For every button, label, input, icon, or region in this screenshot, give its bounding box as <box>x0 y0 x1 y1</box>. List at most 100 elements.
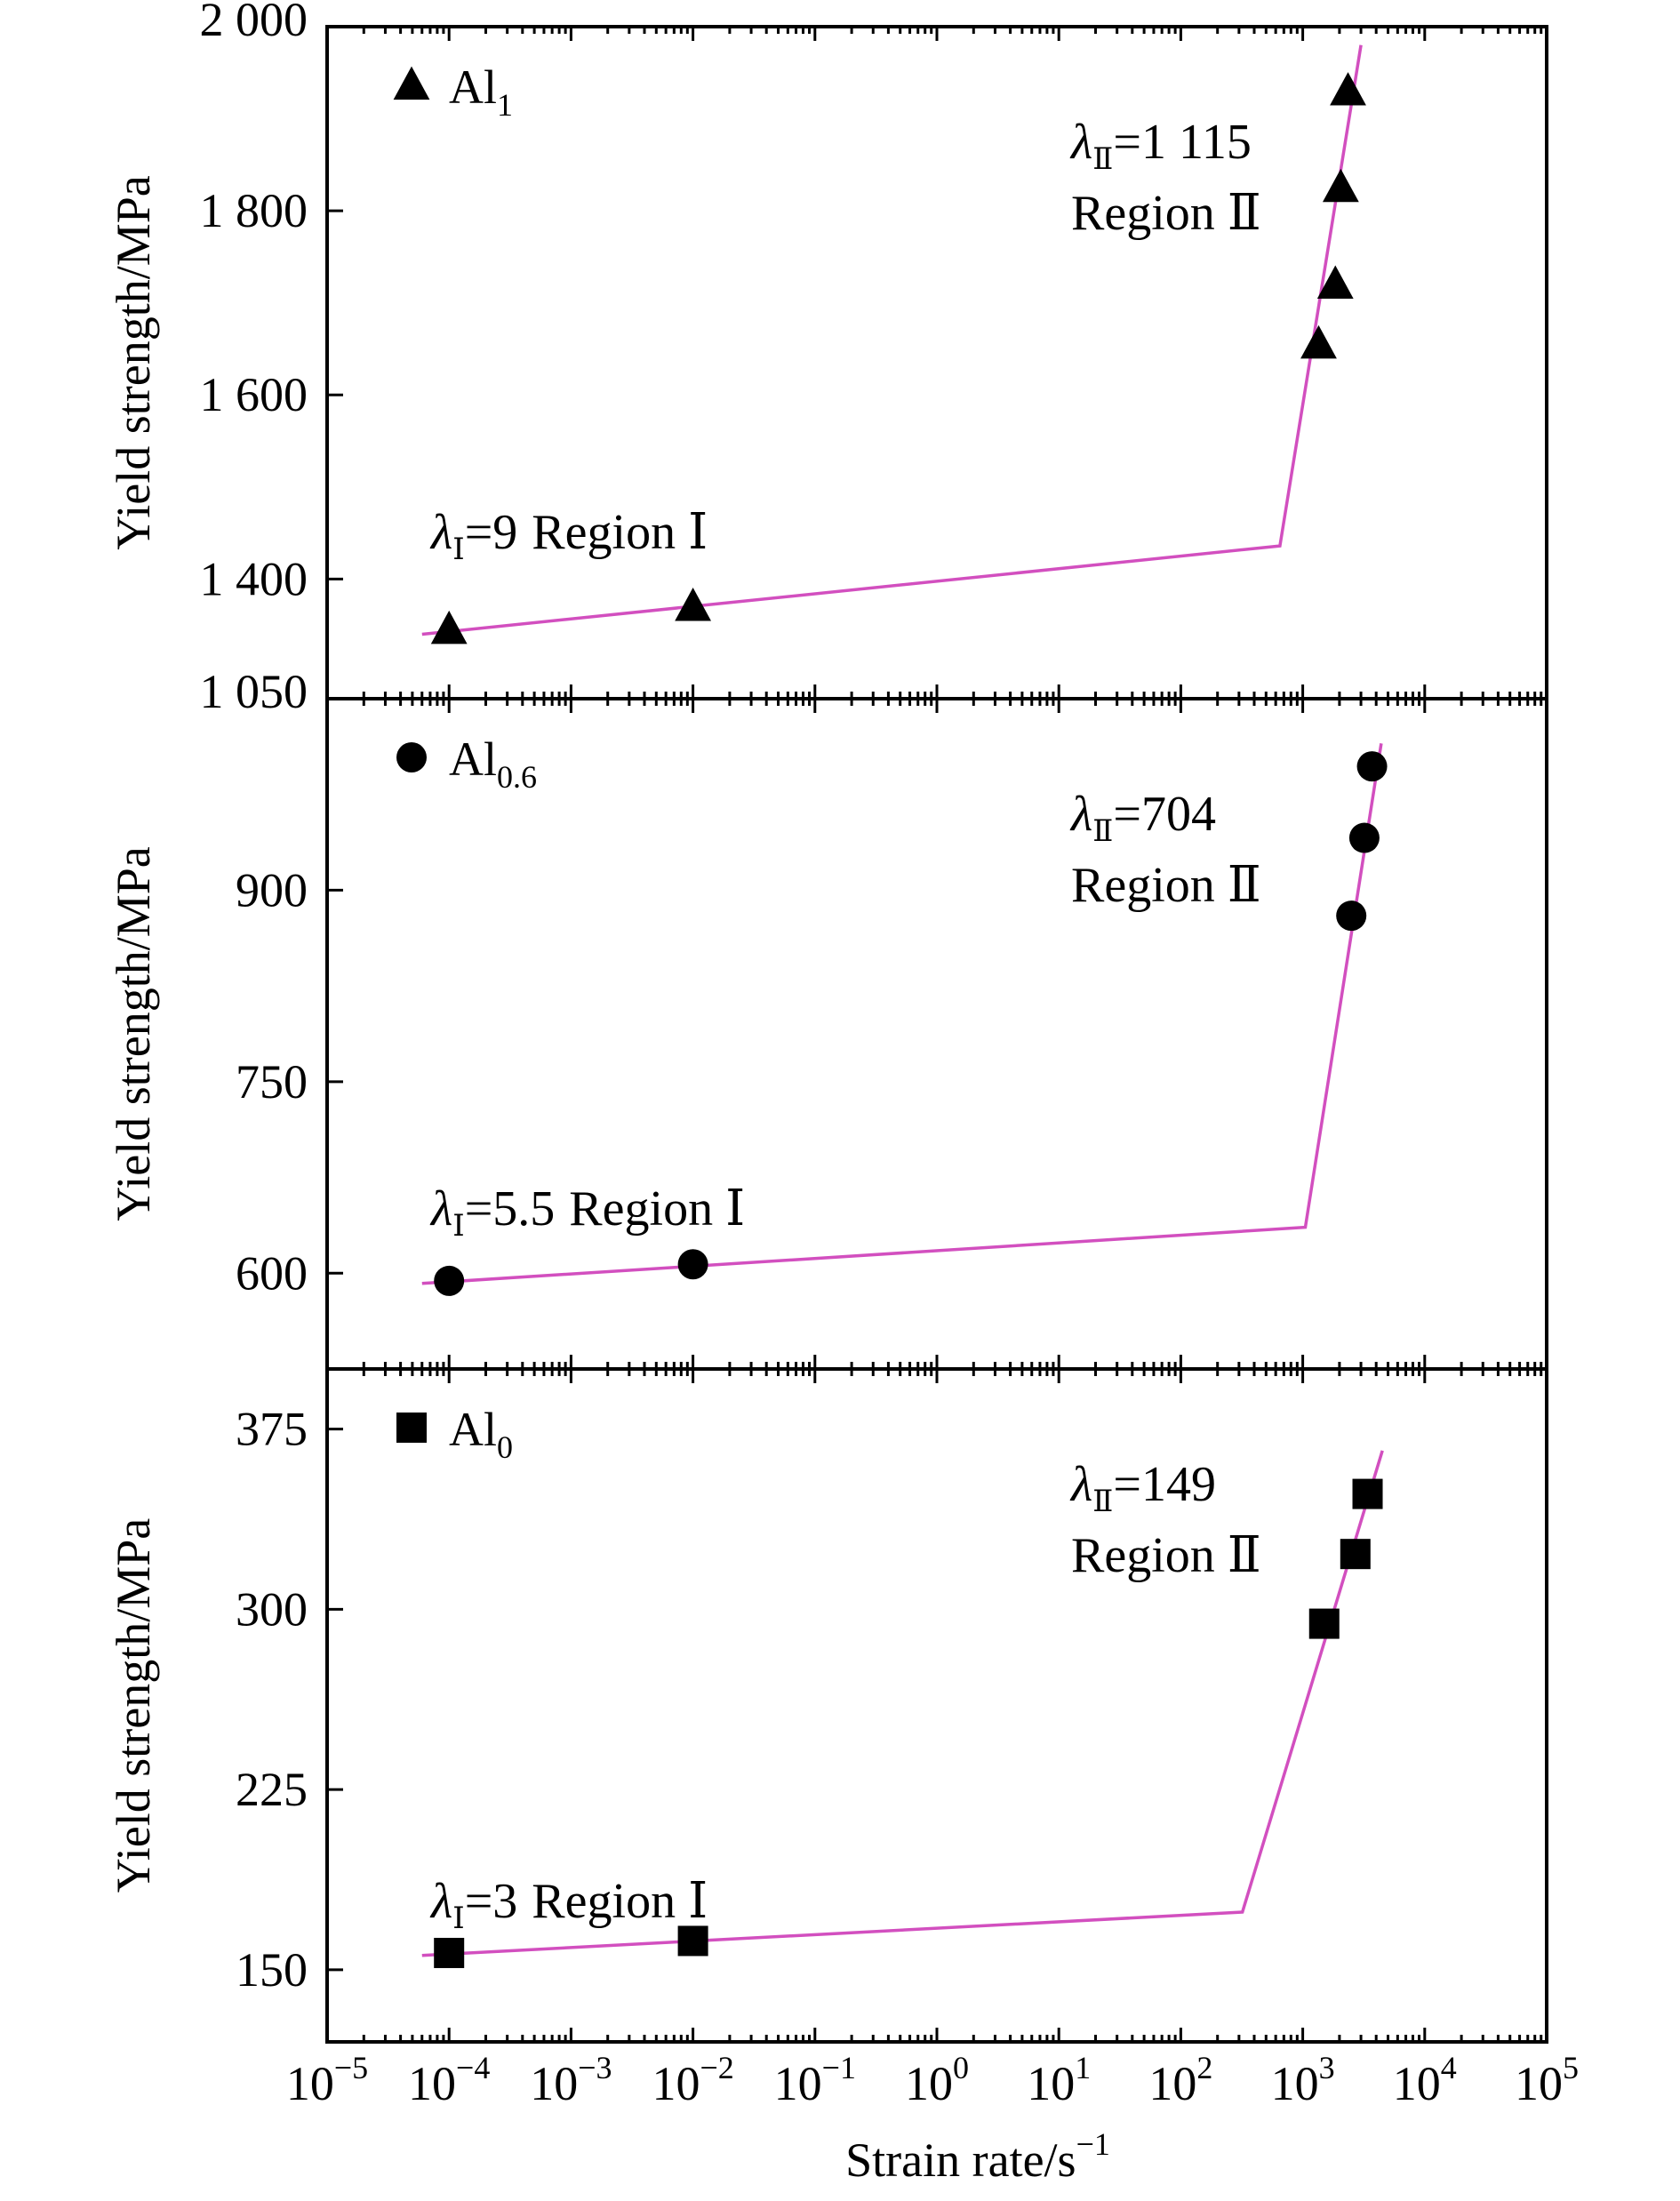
y-tick-label: 2 000 <box>200 0 308 46</box>
y-axis-title: Yield strength/MPa <box>107 1518 160 1893</box>
legend-subscript: 0 <box>497 1429 513 1465</box>
x-axis: 10−5 10−4 10−3 10−2 10−1 100 101 102 103 104 105St… <box>286 2050 1579 2187</box>
y-tick-label: 1 050 <box>200 665 308 718</box>
tick-base: 10 <box>530 2057 578 2110</box>
fit-line <box>421 743 1383 1285</box>
x-tick-label: 102 <box>1148 2050 1212 2110</box>
x-tick-label: 10−3 <box>530 2050 612 2110</box>
y-tick-label: 150 <box>236 1943 308 1997</box>
panel-triangle: 1 400 1 600 1 800 2 000 Yield strength/MPa Al… <box>107 0 1548 700</box>
panel-square: 150 225 300 375 Yield strength/MPa Al0 λ Ⅱ=149 R… <box>107 1367 1548 2044</box>
data-point <box>677 1249 708 1280</box>
tick-exponent: 4 <box>1441 2050 1457 2085</box>
tick-exponent: −3 <box>578 2050 612 2085</box>
lambda-symbol: λ <box>429 1181 452 1237</box>
legend-label: Al0.6 <box>449 732 537 795</box>
y-axis-title: Yield strength/MPa <box>107 846 160 1221</box>
tick-base: 10 <box>1393 2057 1441 2110</box>
data-point <box>1336 900 1367 932</box>
x-tick-label: 10−5 <box>286 2050 368 2110</box>
x-axis-title: Strain rate/s−1 <box>845 2126 1110 2187</box>
tick-exponent: 3 <box>1319 2050 1335 2085</box>
data-point <box>434 1937 465 1968</box>
lambda-subscript: Ⅱ <box>1092 815 1113 848</box>
x-tick-label: 104 <box>1393 2050 1457 2110</box>
lambda-symbol: λ <box>1069 787 1092 842</box>
legend-base: Al <box>449 732 497 786</box>
legend-marker <box>396 742 427 772</box>
data-point <box>1356 751 1388 782</box>
region1-label: Region Ⅰ <box>532 1874 708 1929</box>
x-tick-label: 10−1 <box>774 2050 856 2110</box>
data-point <box>1322 168 1359 203</box>
tick-base: 10 <box>1027 2057 1075 2110</box>
lambda-symbol: λ <box>429 505 452 560</box>
lambda-subscript: Ⅱ <box>1092 1485 1113 1518</box>
region2-lambda: λⅡ=704 <box>1069 787 1216 848</box>
legend-label: Al1 <box>449 60 513 123</box>
region1-lambda: λⅠ=3 Region Ⅰ <box>429 1874 708 1935</box>
lambda-symbol: λ <box>1069 115 1092 170</box>
legend-marker <box>393 66 430 100</box>
y-tick-label: 900 <box>236 863 308 916</box>
x-tick-label: 103 <box>1271 2050 1335 2110</box>
region2-lambda: λⅡ=1 115 <box>1069 115 1252 176</box>
y-tick-label: 1 600 <box>200 368 308 421</box>
tick-base: 10 <box>652 2057 700 2110</box>
data-point <box>1300 324 1337 359</box>
y-tick-label: 375 <box>236 1403 308 1456</box>
tick-base: 10 <box>1148 2057 1196 2110</box>
data-point <box>1348 822 1380 853</box>
data-point <box>677 1925 708 1957</box>
lambda-value: =5.5 <box>465 1181 556 1237</box>
x-tick-label: 105 <box>1515 2050 1579 2110</box>
legend-label: Al0 <box>449 1403 513 1465</box>
tick-exponent: −1 <box>822 2050 856 2085</box>
lambda-subscript: Ⅰ <box>452 1210 464 1243</box>
lambda-subscript: Ⅱ <box>1092 143 1113 176</box>
x-tick-label: 10−4 <box>408 2050 490 2110</box>
legend-marker <box>396 1413 427 1443</box>
lambda-value: =704 <box>1113 787 1216 842</box>
data-point <box>1340 1539 1371 1570</box>
plot-frame <box>325 697 1548 1371</box>
tick-base: 10 <box>1271 2057 1319 2110</box>
lambda-subscript: Ⅰ <box>452 533 464 566</box>
legend-base: Al <box>449 60 497 114</box>
x-axis-title-superscript: −1 <box>1076 2126 1110 2162</box>
region2-label: Region Ⅱ <box>1071 858 1261 913</box>
plot-frame <box>325 25 1548 700</box>
lambda-value: =149 <box>1113 1457 1216 1512</box>
lambda-value: =9 <box>465 505 518 560</box>
y-tick-label: 1 400 <box>200 552 308 605</box>
data-point <box>1352 1478 1383 1509</box>
data-point <box>675 588 711 621</box>
region2-label: Region Ⅱ <box>1071 1528 1261 1583</box>
y-tick-label: 225 <box>236 1763 308 1816</box>
tick-exponent: 2 <box>1196 2050 1212 2085</box>
legend-subscript: 1 <box>497 87 513 123</box>
region2-label: Region Ⅱ <box>1071 186 1261 241</box>
region1-label: Region Ⅰ <box>569 1181 745 1237</box>
lambda-subscript: Ⅰ <box>452 1902 464 1935</box>
tick-base: 10 <box>286 2057 334 2110</box>
lambda-symbol: λ <box>429 1874 452 1929</box>
region1-lambda: λⅠ=9 Region Ⅰ <box>429 505 708 566</box>
tick-base: 10 <box>408 2057 456 2110</box>
tick-base: 10 <box>905 2057 953 2110</box>
x-tick-label: 101 <box>1027 2050 1091 2110</box>
y-tick-label: 750 <box>236 1055 308 1109</box>
y-tick-label: 300 <box>236 1582 308 1636</box>
data-point <box>430 610 468 644</box>
tick-exponent: −4 <box>456 2050 490 2085</box>
data-point <box>1308 1608 1340 1639</box>
plot-frame <box>325 1367 1548 2044</box>
region1-label: Region Ⅰ <box>532 505 708 560</box>
lambda-value: =3 <box>465 1874 518 1929</box>
legend-base: Al <box>449 1403 497 1456</box>
x-tick-label: 10−2 <box>652 2050 733 2110</box>
tick-exponent: −2 <box>700 2050 733 2085</box>
data-point <box>434 1265 465 1296</box>
